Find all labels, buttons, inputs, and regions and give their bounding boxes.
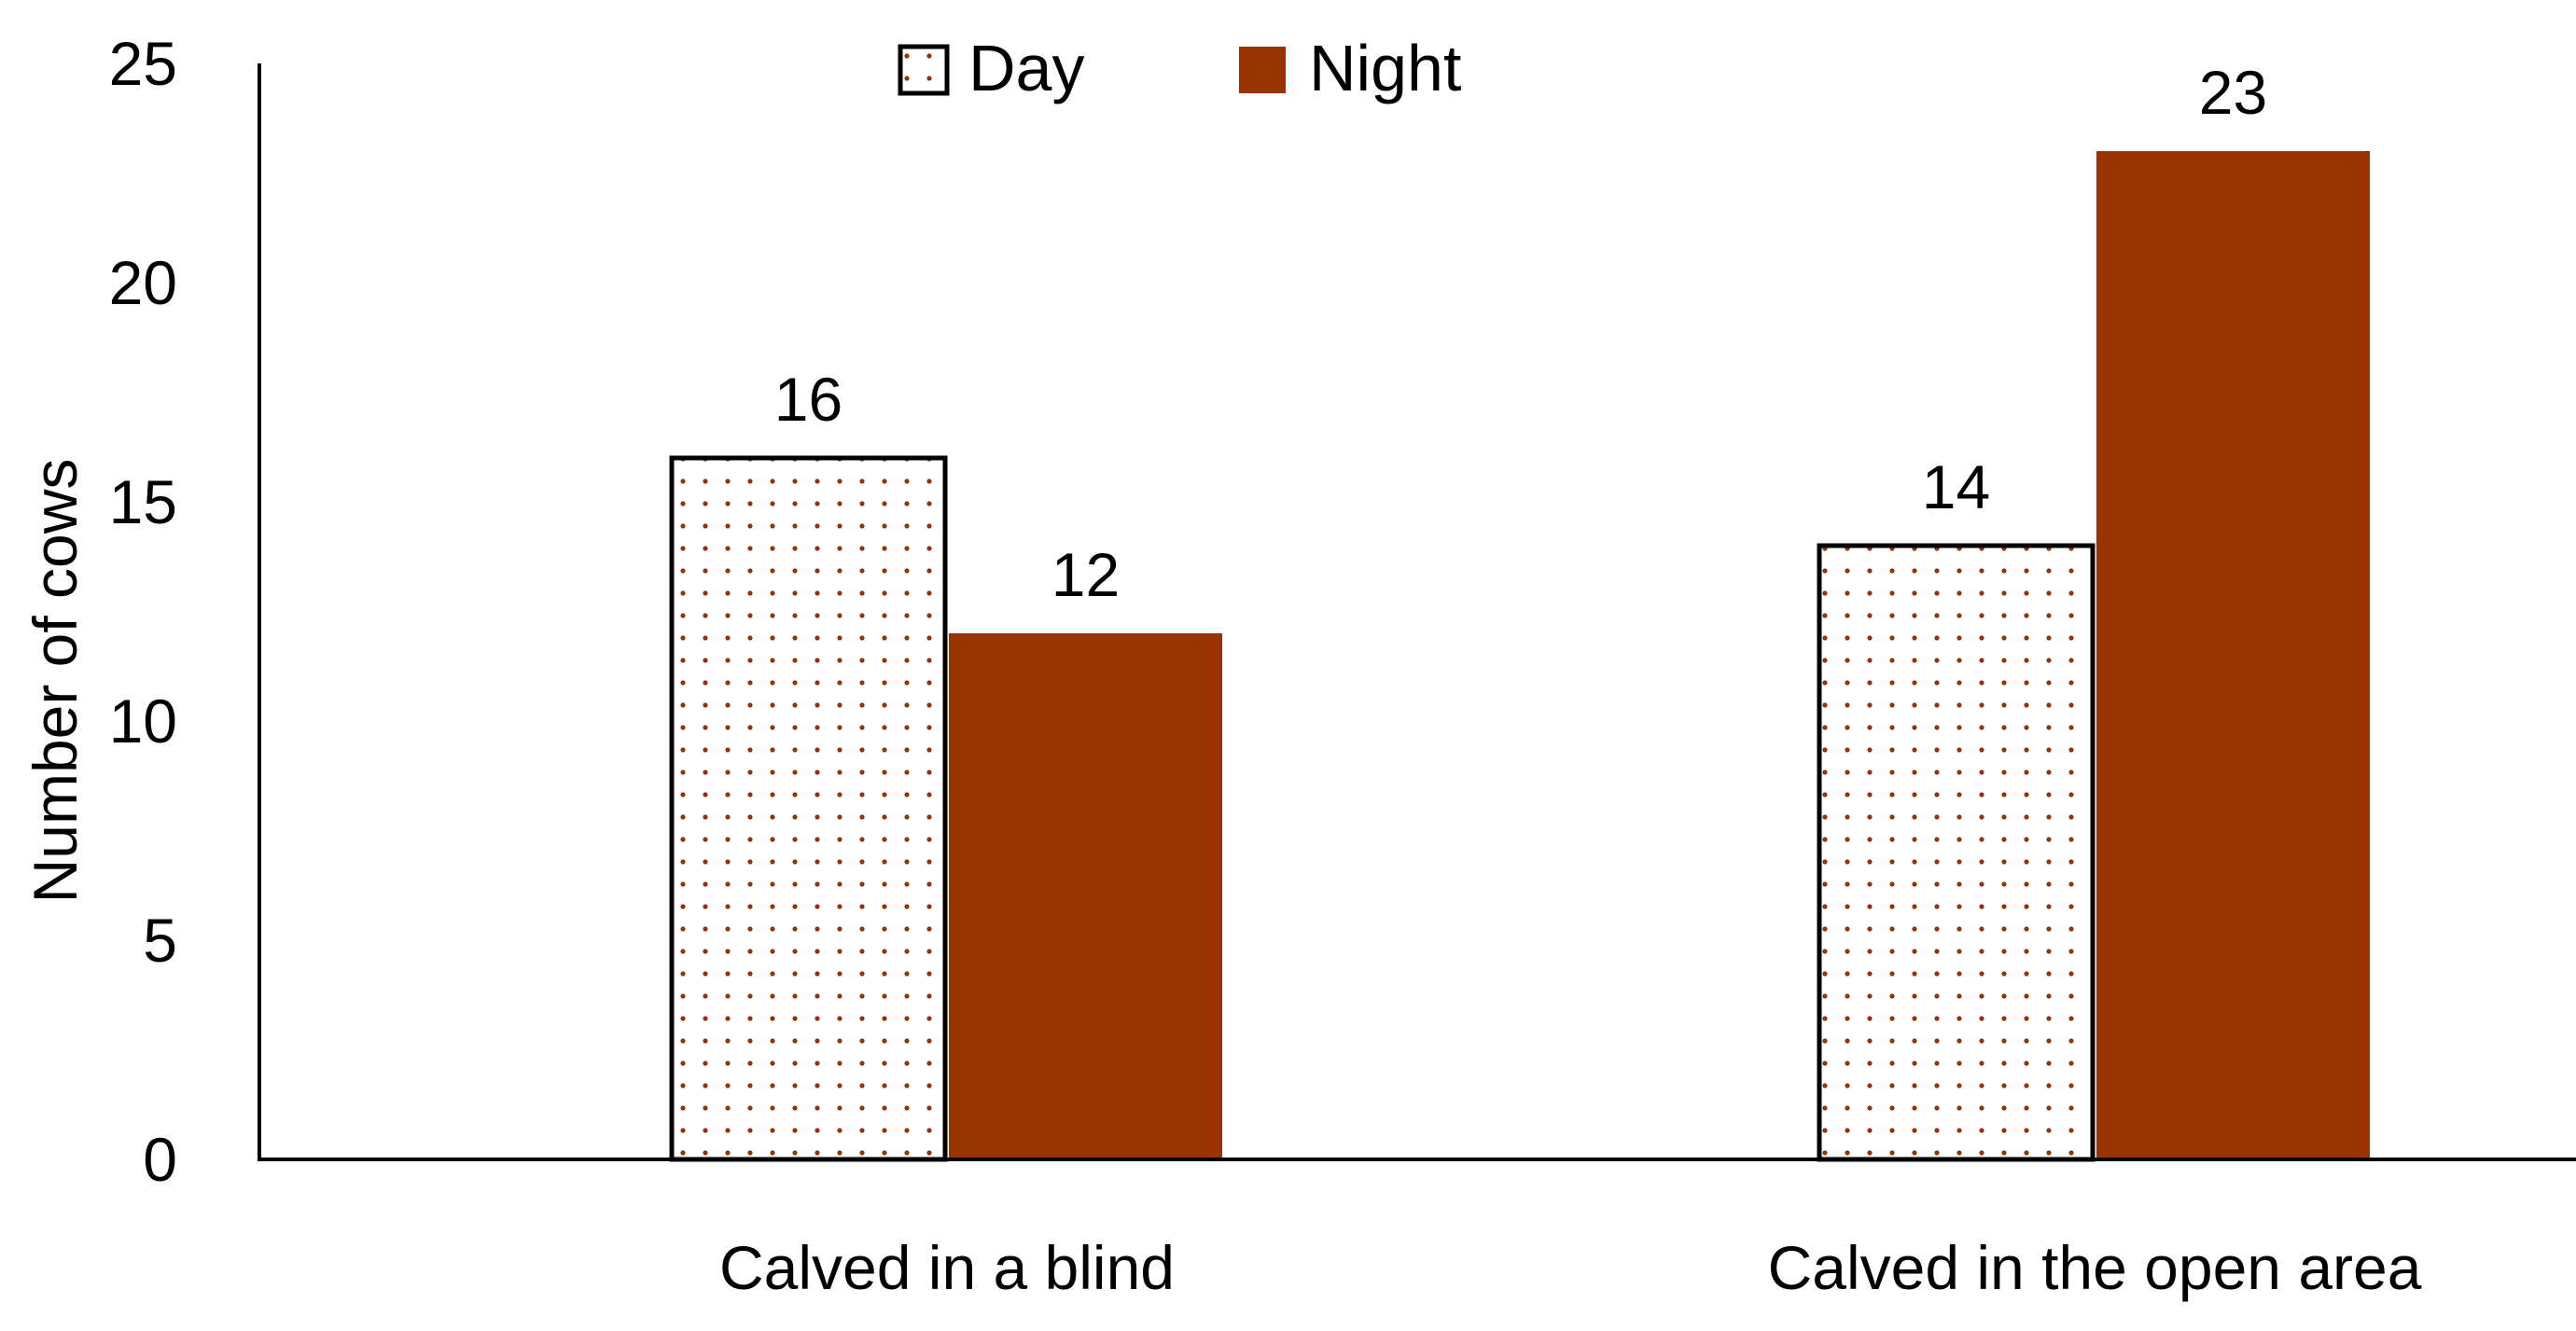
- y-tick-label-0: 0: [143, 1125, 177, 1194]
- legend-swatch-day: [898, 44, 950, 96]
- y-tick-label-10: 10: [109, 686, 177, 756]
- bar-day-calved-in-a-blind: [669, 455, 948, 1162]
- legend-label-night: Night: [1309, 32, 1461, 104]
- data-label-day-calved-in-the-open-area: 14: [1922, 452, 1990, 521]
- bar-night-calved-in-a-blind: [949, 633, 1222, 1159]
- y-tick-label-5: 5: [143, 906, 177, 975]
- legend-label-day: Day: [968, 32, 1084, 104]
- y-axis-title: Number of cows: [21, 459, 90, 904]
- y-tick-label-15: 15: [109, 467, 177, 536]
- data-label-night-calved-in-a-blind: 12: [1051, 540, 1120, 609]
- data-label-day-calved-in-a-blind: 16: [774, 365, 842, 434]
- bar-day-calved-in-the-open-area: [1817, 543, 2096, 1162]
- legend-swatch-night: [1239, 47, 1286, 93]
- y-tick-label-25: 25: [109, 29, 177, 98]
- category-label-calved-in-a-blind: Calved in a blind: [719, 1233, 1175, 1302]
- legend: Day Night: [898, 32, 1461, 104]
- category-label-calved-in-the-open-area: Calved in the open area: [1768, 1233, 2422, 1302]
- data-label-night-calved-in-the-open-area: 23: [2199, 58, 2267, 127]
- bar-night-calved-in-the-open-area: [2096, 151, 2370, 1159]
- y-tick-label-20: 20: [109, 248, 177, 317]
